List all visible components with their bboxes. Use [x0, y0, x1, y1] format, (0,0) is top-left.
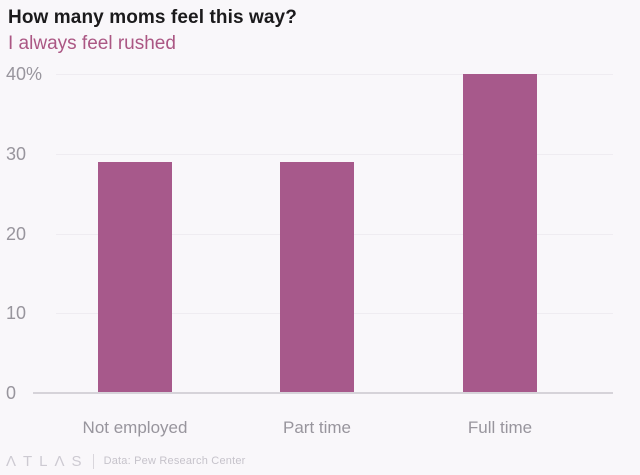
bar-part-time	[280, 161, 354, 392]
gridline-40	[56, 74, 613, 75]
chart-title: How many moms feel this way?	[8, 7, 297, 28]
chart-subtitle: I always feel rushed	[8, 33, 176, 54]
footer: ΛTLΛS Data: Pew Research Center	[6, 449, 246, 473]
y-tick-label-40: 40%	[6, 64, 43, 84]
y-tick-label-20: 20	[6, 223, 27, 244]
y-tick-label-10: 10	[6, 303, 27, 324]
gridline-30	[56, 153, 613, 155]
data-source-credit: Data: Pew Research Center	[103, 455, 246, 467]
y-tick-label-30: 30	[6, 143, 27, 164]
y-tick-label-0: 0	[6, 383, 17, 403]
bar-full-time	[463, 74, 537, 392]
footer-divider	[92, 453, 94, 469]
x-tick-label-full-time: Full time	[467, 418, 533, 437]
x-axis-baseline	[33, 392, 613, 394]
x-tick-label-part-time: Part time	[282, 418, 352, 437]
bar-not-employed	[98, 161, 172, 392]
atlas-logo: ΛTLΛS	[6, 452, 89, 470]
x-tick-label-not-employed: Not employed	[82, 418, 188, 437]
